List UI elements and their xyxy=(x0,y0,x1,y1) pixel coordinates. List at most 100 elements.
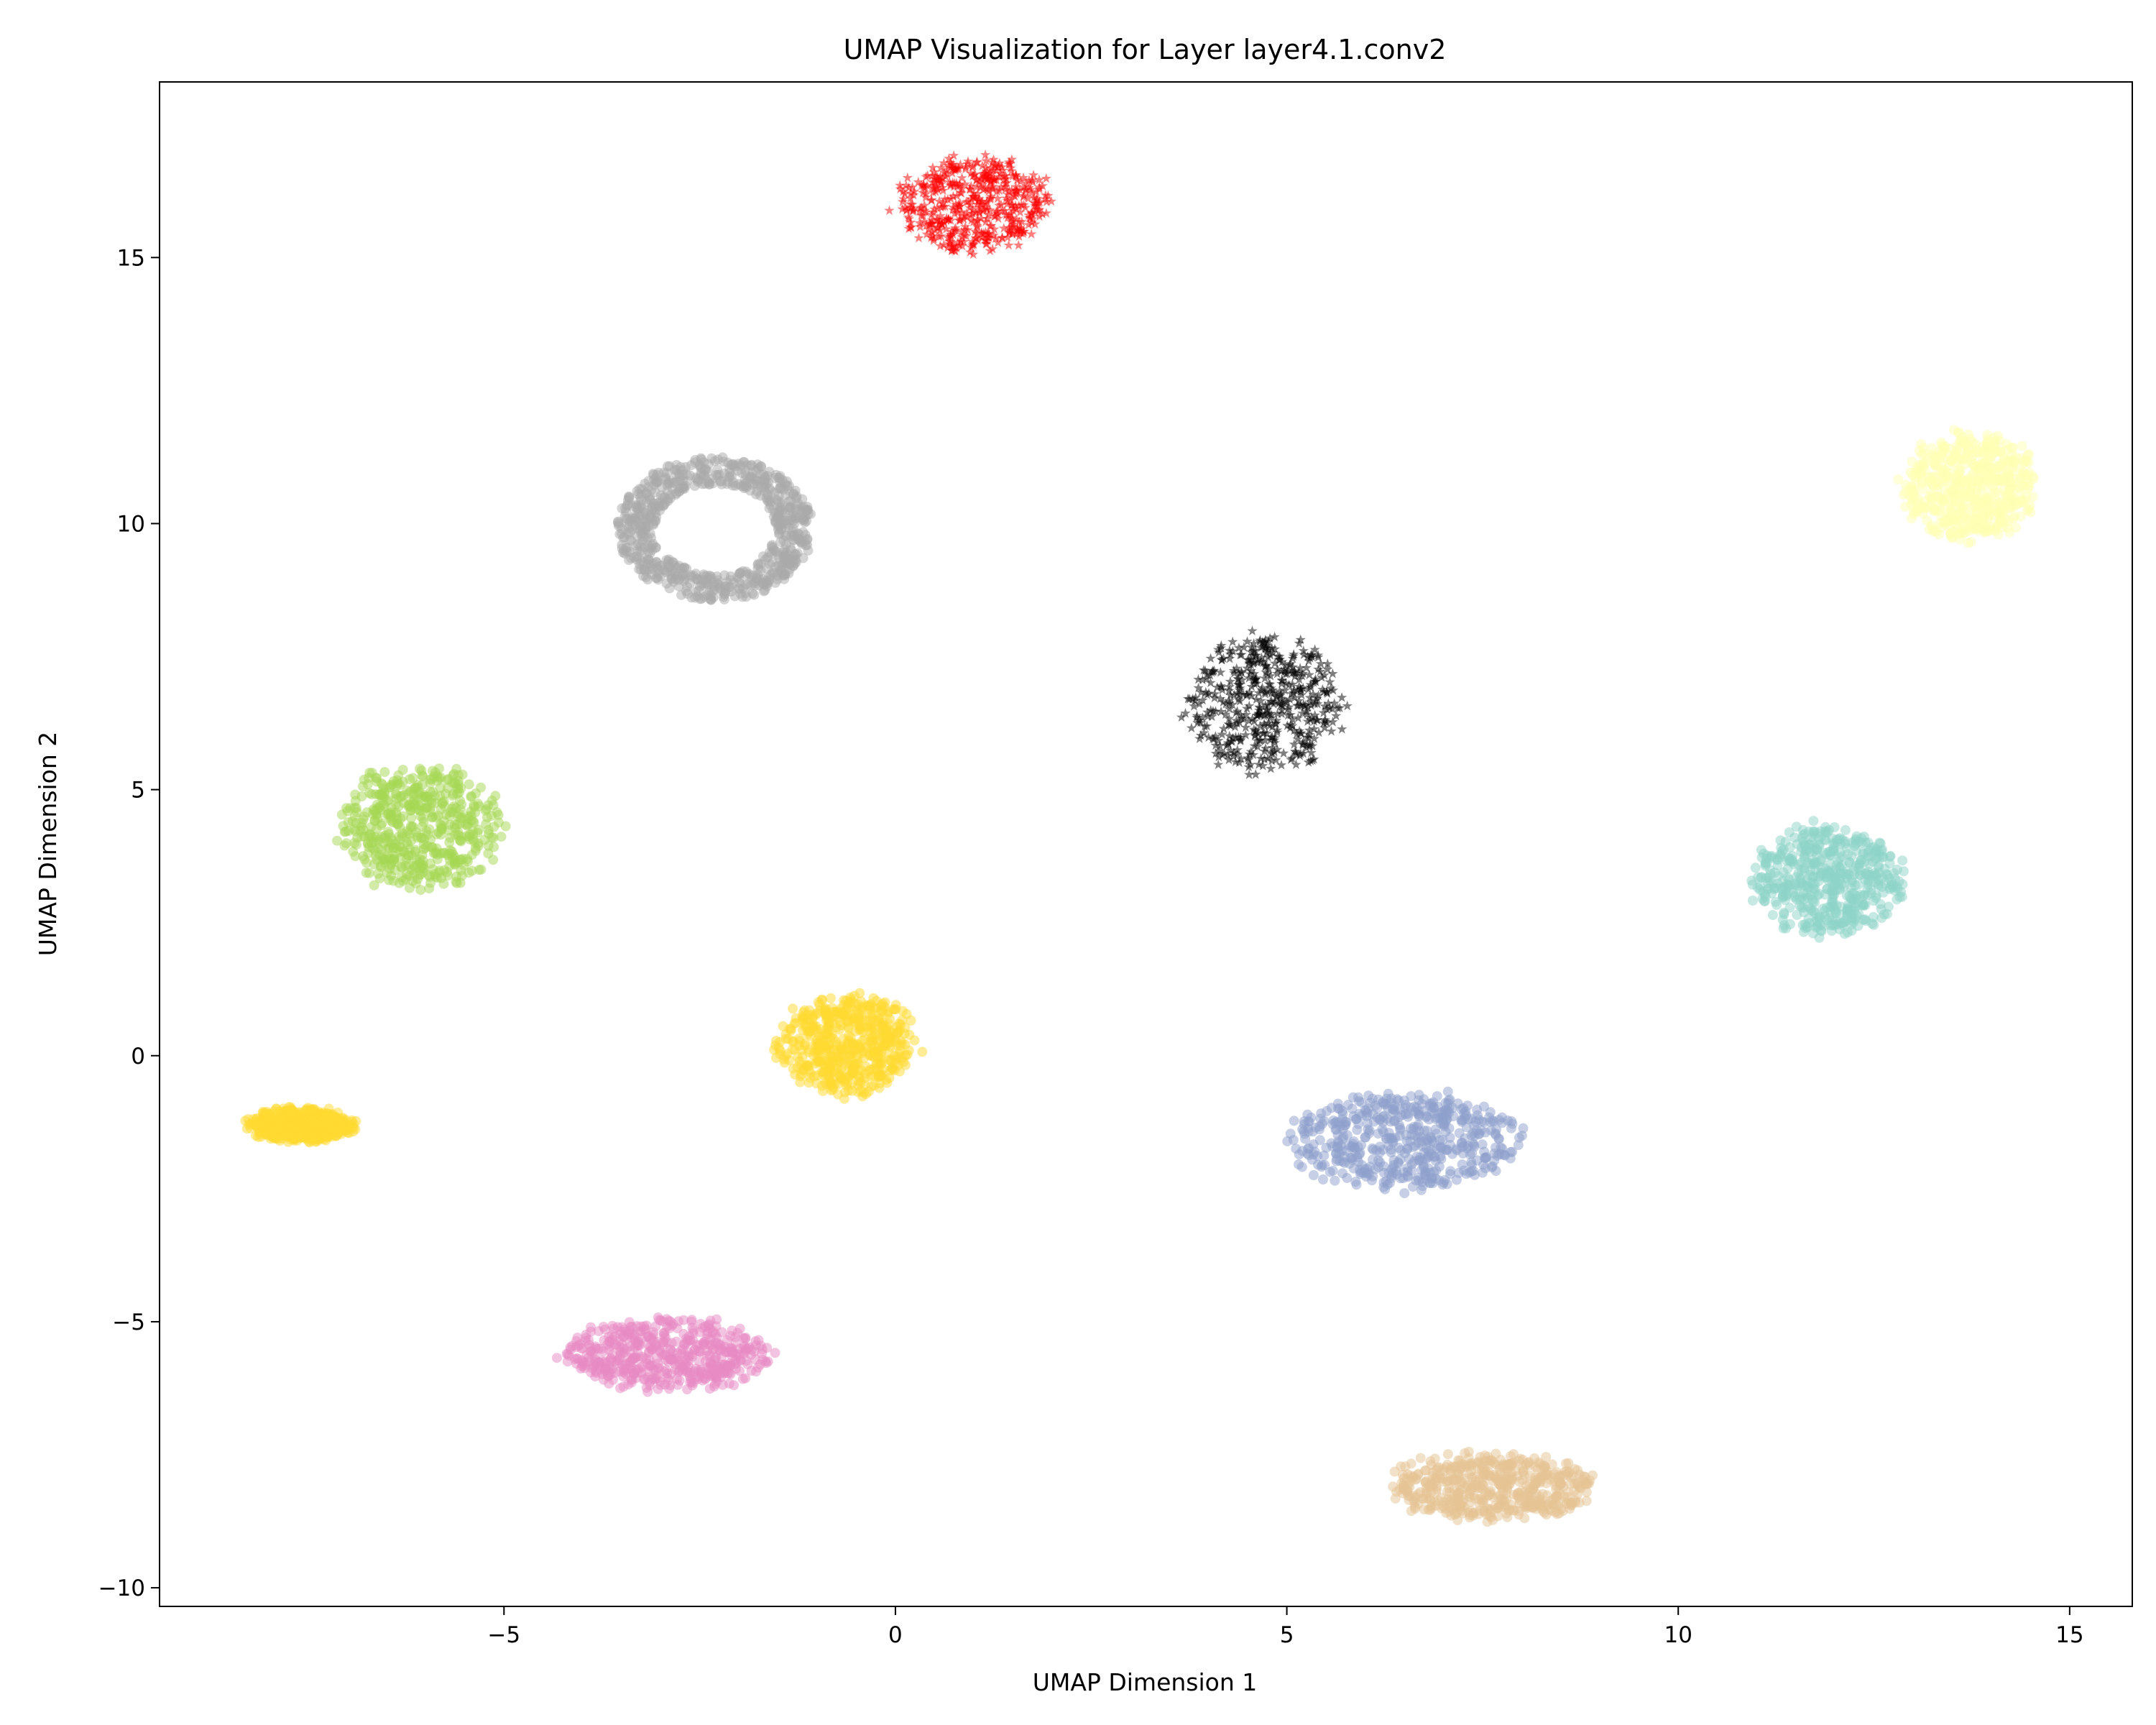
scatter-point xyxy=(1854,836,1865,847)
scatter-point xyxy=(663,477,673,488)
scatter-point xyxy=(1998,502,2009,512)
scatter-point xyxy=(384,808,394,819)
scatter-point xyxy=(1425,1131,1436,1142)
scatter-point xyxy=(892,1028,903,1039)
scatter-point xyxy=(775,1036,786,1047)
scatter-point xyxy=(1920,465,1930,476)
scatter-point xyxy=(415,885,426,896)
scatter-point xyxy=(449,859,460,869)
scatter-point xyxy=(350,826,361,837)
scatter-point xyxy=(1863,879,1874,890)
scatter-point xyxy=(630,515,641,526)
scatter-point xyxy=(1352,1151,1363,1162)
scatter-point xyxy=(1299,1126,1309,1136)
scatter-point xyxy=(1933,529,1944,540)
scatter-point xyxy=(1386,1133,1396,1144)
scatter-point xyxy=(1883,901,1894,912)
scatter-point xyxy=(456,865,466,875)
scatter-point xyxy=(472,827,483,838)
scatter-point xyxy=(1503,1116,1513,1126)
scatter-point xyxy=(1469,1131,1480,1141)
scatter-point xyxy=(1993,487,2004,497)
scatter-point xyxy=(1816,831,1826,842)
scatter-point xyxy=(2011,452,2022,463)
scatter-point xyxy=(1992,474,2003,484)
scatter-point xyxy=(1951,478,1962,489)
scatter-point xyxy=(1947,485,1958,496)
scatter-point xyxy=(719,588,730,599)
scatter-point xyxy=(1406,1159,1417,1169)
scatter-point xyxy=(2022,470,2033,480)
scatter-point xyxy=(1906,513,1917,524)
scatter-point xyxy=(1382,1113,1393,1124)
scatter-point xyxy=(854,988,865,998)
scatter-point xyxy=(1296,1162,1307,1172)
scatter-point xyxy=(466,791,476,802)
scatter-point xyxy=(622,514,633,525)
scatter-point xyxy=(1419,1094,1429,1105)
cluster-6 xyxy=(1746,816,1909,943)
scatter-point xyxy=(1426,1149,1437,1160)
scatter-point xyxy=(1834,875,1845,886)
scatter-point xyxy=(402,840,413,850)
scatter-point xyxy=(734,569,745,579)
scatter-point xyxy=(287,1110,298,1121)
scatter-point xyxy=(1791,822,1802,832)
scatter-point xyxy=(1860,900,1871,911)
scatter-point xyxy=(831,1039,842,1050)
scatter-point xyxy=(1927,443,1937,454)
scatter-point xyxy=(418,862,429,873)
scatter-point xyxy=(1778,890,1789,901)
scatter-point xyxy=(774,528,785,538)
scatter-point xyxy=(632,523,642,534)
scatter-point xyxy=(1797,892,1807,903)
scatter-point xyxy=(715,476,726,487)
scatter-point xyxy=(645,494,655,505)
scatter-point xyxy=(821,1035,831,1046)
scatter-point xyxy=(645,543,655,553)
scatter-point xyxy=(1318,1174,1328,1184)
scatter-point xyxy=(1823,847,1834,857)
scatter-point xyxy=(624,555,635,566)
scatter-point xyxy=(2022,505,2032,516)
scatter-point xyxy=(1836,860,1847,870)
scatter-point xyxy=(241,1123,252,1134)
scatter-point xyxy=(870,1024,880,1034)
scatter-point xyxy=(1779,907,1789,918)
scatter-point xyxy=(1944,522,1955,533)
scatter-point xyxy=(1948,515,1958,525)
scatter-point xyxy=(455,795,465,806)
scatter-point xyxy=(1377,1123,1388,1134)
scatter-point xyxy=(791,549,801,560)
scatter-point xyxy=(356,818,367,829)
scatter-point xyxy=(827,1055,838,1066)
scatter-point xyxy=(376,862,386,872)
scatter-point xyxy=(1910,472,1921,482)
scatter-point xyxy=(436,804,446,814)
scatter-point xyxy=(412,855,422,865)
scatter-point xyxy=(863,1000,874,1011)
scatter-point xyxy=(1889,873,1900,884)
scatter-point xyxy=(736,481,747,492)
scatter-point xyxy=(2023,448,2034,459)
scatter-point xyxy=(635,559,645,570)
scatter-point xyxy=(1395,1123,1406,1133)
scatter-point xyxy=(826,993,836,1003)
scatter-point xyxy=(1995,446,2006,457)
scatter-point xyxy=(396,872,407,883)
scatter-point xyxy=(397,831,407,842)
scatter-point xyxy=(1360,1132,1370,1143)
scatter-point xyxy=(416,765,427,776)
scatter-point xyxy=(1966,472,1976,482)
scatter-point xyxy=(2022,483,2033,494)
scatter-point xyxy=(1764,875,1775,886)
scatter-point xyxy=(451,783,462,794)
scatter-point xyxy=(1516,1131,1527,1141)
scatter-point xyxy=(1445,1169,1455,1179)
scatter-point xyxy=(364,868,374,878)
scatter-point xyxy=(1917,484,1927,494)
scatter-point xyxy=(308,1104,319,1115)
scatter-point xyxy=(1371,1145,1382,1156)
scatter-point xyxy=(624,491,635,502)
scatter-point xyxy=(287,1131,298,1141)
